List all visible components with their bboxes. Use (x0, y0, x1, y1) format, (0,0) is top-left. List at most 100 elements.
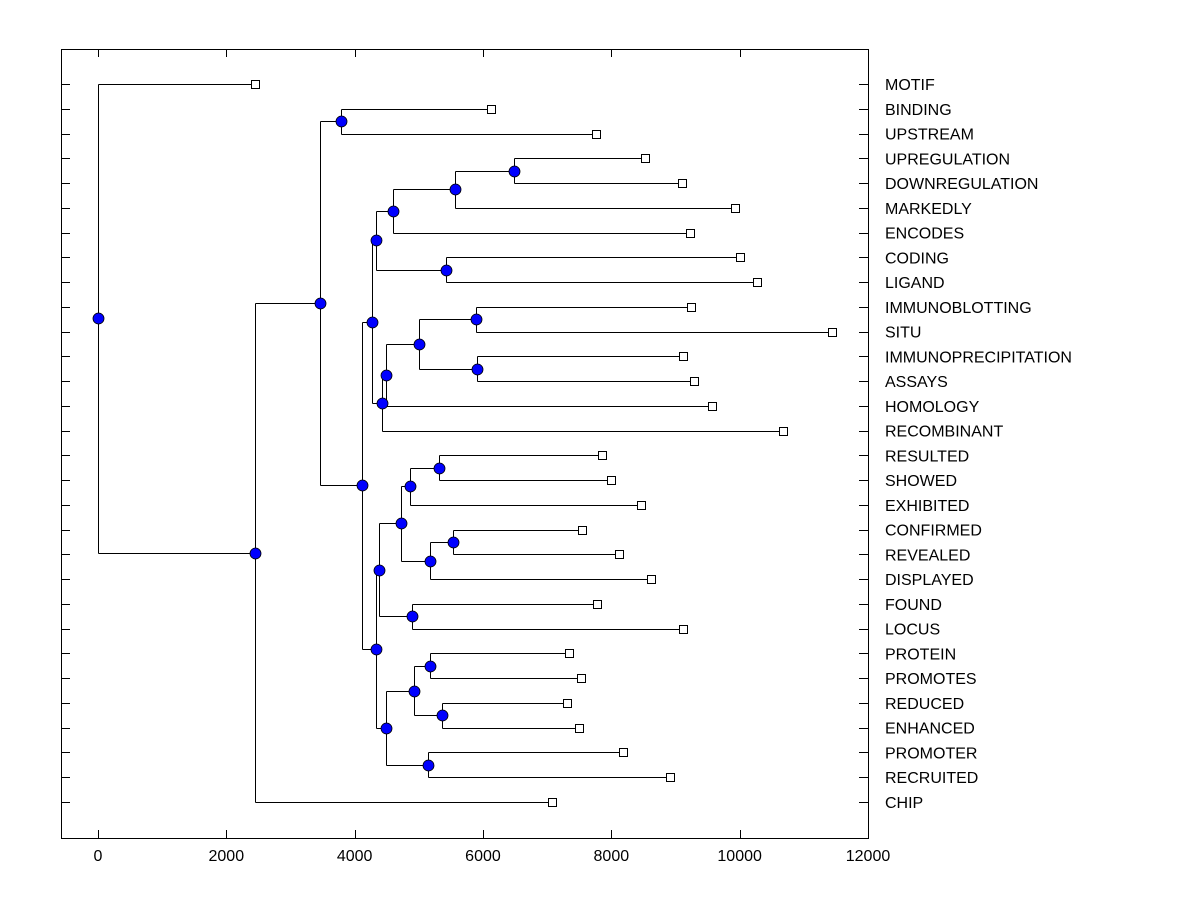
leaf-marker (578, 526, 587, 535)
node-marker (92, 312, 105, 325)
leaf-label: ENHANCED (885, 721, 975, 738)
node-marker (406, 610, 419, 623)
leaf-label: LOCUS (885, 622, 940, 639)
x-tick-label: 2000 (209, 848, 245, 865)
node-marker (314, 297, 327, 310)
leaf-marker (615, 550, 624, 559)
leaf-marker (593, 600, 602, 609)
leaf-label: ENCODES (885, 226, 964, 243)
leaf-label: HOMOLOGY (885, 399, 980, 416)
node-markers (92, 115, 521, 772)
axis-ticks (61, 49, 868, 838)
leaf-label: ASSAYS (885, 374, 948, 391)
leaf-label: UPREGULATION (885, 151, 1010, 168)
leaf-marker (686, 229, 695, 238)
leaf-marker (487, 105, 496, 114)
plot-frame (61, 49, 869, 839)
leaf-marker (647, 575, 656, 584)
x-tick-label: 10000 (717, 848, 762, 865)
leaf-label: CONFIRMED (885, 523, 982, 540)
leaf-labels: MOTIF BINDING UPSTREAM UPREGULATION DOWNREGU… (885, 77, 1072, 812)
leaf-marker (666, 773, 675, 782)
leaf-marker (598, 451, 607, 460)
x-tick-label: 0 (94, 848, 103, 865)
leaf-marker (690, 377, 699, 386)
node-marker (447, 536, 460, 549)
node-marker (370, 643, 383, 656)
leaf-label: DISPLAYED (885, 572, 974, 589)
leaf-label: SITU (885, 325, 921, 342)
node-marker (366, 316, 379, 329)
node-marker (373, 564, 386, 577)
node-marker (404, 480, 417, 493)
node-marker (356, 479, 369, 492)
leaf-label: UPSTREAM (885, 127, 974, 144)
node-marker (422, 759, 435, 772)
node-marker (249, 547, 262, 560)
node-marker (424, 660, 437, 673)
node-marker (408, 685, 421, 698)
x-tick-label: 6000 (465, 848, 501, 865)
leaf-label: IMMUNOPRECIPITATION (885, 349, 1072, 366)
leaf-marker (641, 154, 650, 163)
leaf-label: RECOMBINANT (885, 424, 1003, 441)
leaf-label: PROTEIN (885, 646, 956, 663)
leaf-label: LIGAND (885, 275, 945, 292)
leaf-marker (563, 699, 572, 708)
x-tick-label: 4000 (337, 848, 373, 865)
leaf-marker (251, 80, 260, 89)
node-marker (436, 709, 449, 722)
leaf-marker (753, 278, 762, 287)
leaf-marker (637, 501, 646, 510)
leaf-label: PROMOTES (885, 671, 977, 688)
leaf-label: IMMUNOBLOTTING (885, 300, 1032, 317)
leaf-marker (779, 427, 788, 436)
node-marker (508, 165, 521, 178)
node-marker (413, 338, 426, 351)
x-tick-label: 12000 (846, 848, 891, 865)
node-marker (370, 234, 383, 247)
leaf-label: MARKEDLY (885, 201, 972, 218)
leaf-marker (731, 204, 740, 213)
leaf-marker (708, 402, 717, 411)
leaf-marker (619, 748, 628, 757)
leaf-label: REVEALED (885, 547, 970, 564)
leaf-marker (678, 179, 687, 188)
node-marker (433, 462, 446, 475)
leaf-label: MOTIF (885, 77, 935, 94)
node-marker (335, 115, 348, 128)
node-marker (471, 363, 484, 376)
node-marker (380, 369, 393, 382)
leaf-label: EXHIBITED (885, 498, 969, 515)
leaf-marker (687, 303, 696, 312)
leaf-marker (679, 352, 688, 361)
leaf-label: REDUCED (885, 696, 964, 713)
dendrogram-branches (98, 84, 833, 803)
leaf-marker (736, 253, 745, 262)
leaf-label: CHIP (885, 795, 923, 812)
node-marker (449, 183, 462, 196)
leaf-label: DOWNREGULATION (885, 176, 1038, 193)
node-marker (440, 264, 453, 277)
leaf-label: PROMOTER (885, 745, 977, 762)
node-marker (470, 313, 483, 326)
leaf-label: CODING (885, 250, 949, 267)
leaf-marker (548, 798, 557, 807)
leaf-marker (828, 328, 837, 337)
node-marker (387, 205, 400, 218)
leaf-markers (251, 80, 837, 807)
leaf-marker (565, 649, 574, 658)
leaf-marker (592, 130, 601, 139)
leaf-marker (607, 476, 616, 485)
leaf-label: RESULTED (885, 448, 969, 465)
node-marker (395, 517, 408, 530)
x-axis-tick-labels: 0 2000 4000 6000 8000 10000 12000 (94, 848, 891, 865)
leaf-marker (679, 625, 688, 634)
leaf-label: SHOWED (885, 473, 957, 490)
node-marker (376, 397, 389, 410)
leaf-marker (577, 674, 586, 683)
node-marker (424, 555, 437, 568)
node-marker (380, 722, 393, 735)
x-tick-label: 8000 (594, 848, 630, 865)
